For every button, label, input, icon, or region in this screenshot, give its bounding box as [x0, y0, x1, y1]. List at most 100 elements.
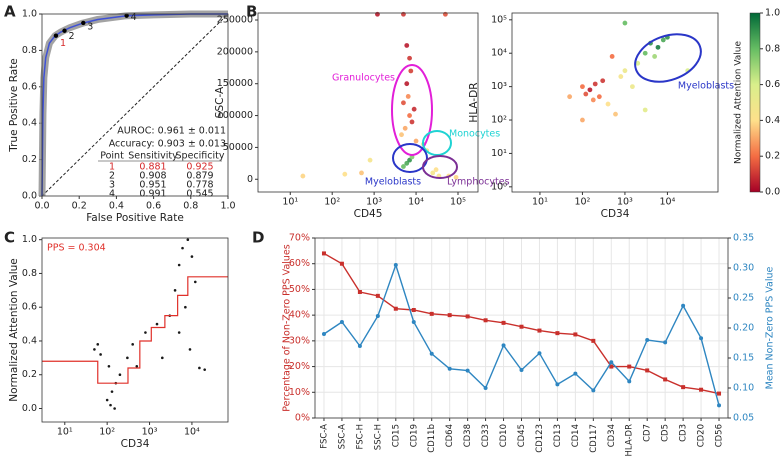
cell-point — [404, 81, 410, 87]
x-axis-label: CD34 — [121, 438, 150, 450]
data-point — [393, 306, 398, 311]
data-point — [663, 340, 668, 345]
plot-frame — [257, 12, 479, 193]
cell-point — [375, 11, 380, 17]
cell-point — [404, 43, 410, 48]
y-tick-label: 200000 — [217, 46, 253, 57]
y-tick-label: 30% — [289, 335, 310, 346]
x-tick-label: 10⁵ — [450, 197, 466, 208]
data-point — [573, 371, 578, 376]
x-tick-label: 10³ — [142, 427, 158, 438]
point-label: 2 — [69, 31, 75, 42]
y-tick-label: 250000 — [217, 15, 253, 26]
y-tick-label: 0.15 — [733, 353, 754, 364]
x-tick-label: CD11b — [427, 424, 437, 453]
y-tick-label: 0.35 — [733, 233, 754, 244]
x-tick-label: 10³ — [366, 197, 382, 208]
x-tick-label: CD123 — [535, 424, 545, 453]
pps-step-line — [42, 276, 228, 384]
cell-point — [404, 160, 410, 166]
x-tick-label: SSC-A — [337, 424, 347, 450]
data-point — [321, 251, 326, 256]
y-tick-label: 0.10 — [733, 383, 754, 394]
cell-point — [93, 348, 96, 351]
x-tick-label: 10¹ — [532, 197, 548, 208]
y-tick-label: 0.0 — [765, 187, 780, 198]
gate-label: Myeloblasts — [678, 81, 734, 92]
cell-point — [407, 55, 412, 61]
data-point — [447, 366, 452, 371]
plot-frame — [41, 13, 229, 197]
x-tick-label: HLA-DR — [625, 424, 635, 457]
data-point — [627, 364, 632, 369]
cell-point — [605, 101, 611, 107]
colorbar — [749, 12, 761, 193]
cell-point — [408, 68, 414, 74]
annotation: Accuracy: 0.903 ± 0.013 — [109, 139, 226, 150]
y2-axis-label: Mean Non-Zero PPS Value — [765, 266, 776, 389]
table-cell: 0.879 — [186, 171, 213, 182]
cell-point — [401, 164, 406, 169]
y-tick-label: 0% — [295, 413, 310, 424]
y-tick-label: 0.05 — [733, 413, 754, 424]
data-point — [717, 403, 722, 408]
x-tick-label: 0.2 — [72, 201, 87, 212]
x-tick-label: CD20 — [697, 424, 707, 447]
y-tick-label: 0.4 — [765, 115, 780, 126]
cell-point — [177, 263, 181, 267]
data-point — [375, 314, 380, 318]
cell-point — [622, 68, 628, 74]
y-tick-label: 0.8 — [22, 45, 37, 56]
data-point — [645, 338, 650, 342]
cell-point — [613, 111, 618, 117]
cell-point — [184, 305, 187, 309]
cell-point — [587, 87, 593, 93]
y-tick-label: 10¹ — [491, 148, 507, 159]
cell-point — [592, 81, 598, 87]
data-point — [339, 320, 344, 324]
cell-point — [186, 238, 190, 241]
cell-point — [203, 368, 206, 371]
y-tick-label: 0.30 — [733, 263, 754, 274]
y-tick-label: 0.6 — [22, 302, 37, 313]
cell-point — [118, 373, 122, 377]
table-cell: 0.908 — [139, 171, 166, 182]
x-tick-label: CD15 — [391, 424, 401, 447]
x-tick-label: 10³ — [617, 197, 633, 208]
x-tick-label: FSC-A — [319, 424, 329, 449]
table-header: Sensitivity — [128, 151, 178, 162]
x-tick-label: 1.0 — [220, 201, 235, 212]
data-point — [501, 320, 506, 325]
x-tick-label: CD34 — [607, 424, 617, 447]
cell-point — [109, 403, 112, 407]
cell-point — [135, 364, 139, 368]
y-tick-label: 70% — [289, 233, 310, 244]
y-axis-label: Percentage of Non-Zero PPS Values — [282, 244, 293, 411]
cell-point — [107, 364, 111, 368]
y-tick-label: 0.0 — [22, 191, 37, 202]
y-tick-label: 0.25 — [733, 293, 754, 304]
cell-point — [402, 125, 408, 131]
cell-point — [630, 84, 635, 90]
table-cell: 0.991 — [139, 189, 166, 200]
cell-point — [407, 113, 412, 118]
operating-point — [81, 20, 86, 26]
table-cell: 0.925 — [186, 162, 213, 173]
y-tick-label: 1.0 — [22, 234, 37, 245]
y-tick-label: 0.8 — [22, 268, 37, 279]
x-tick-label: 0.6 — [146, 201, 161, 212]
x-tick-label: CD3 — [679, 424, 689, 442]
data-point — [393, 263, 398, 267]
cell-point — [642, 50, 648, 56]
y-tick-label: 1.0 — [765, 8, 780, 19]
point-label: 1 — [60, 38, 66, 49]
cell-point — [300, 173, 306, 179]
y-tick-label: 0.20 — [733, 323, 754, 334]
cell-point — [105, 398, 109, 402]
panel-letter: B — [246, 3, 257, 21]
x-tick-label: CD64 — [445, 424, 455, 447]
plot-frame — [41, 237, 229, 423]
cell-point — [113, 407, 116, 410]
